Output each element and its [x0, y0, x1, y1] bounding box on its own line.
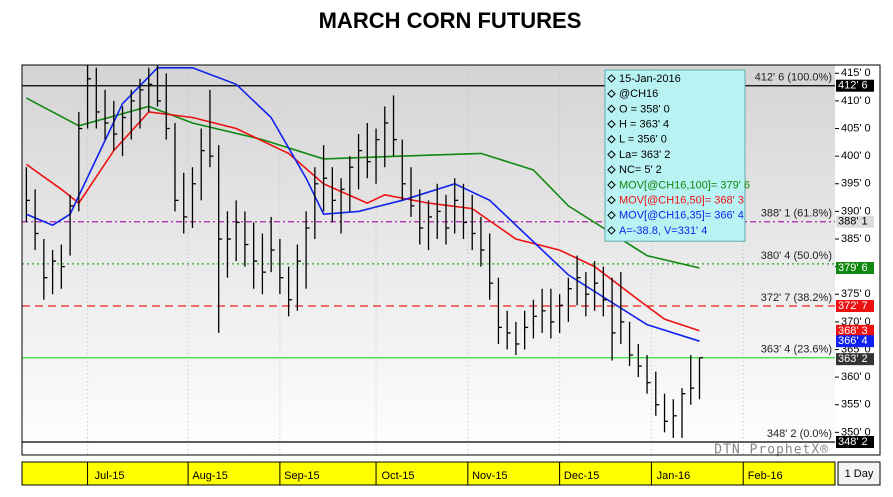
y-tick-label: 405' 0	[841, 122, 871, 134]
frame	[21, 64, 881, 456]
watermark: DTN ProphetX®	[714, 443, 829, 458]
info-line: La= 363' 2	[619, 149, 670, 161]
price-tag-label: 368' 3	[838, 325, 868, 337]
info-line: MOV[@CH16,50]= 368' 3	[619, 195, 744, 207]
info-line: MOV[@CH16,35]= 366' 4	[619, 210, 744, 222]
x-tick-label: Sep-15	[284, 470, 319, 482]
info-icon	[607, 119, 616, 129]
y-tick-label: 400' 0	[841, 150, 871, 162]
price-tag-label: 379' 6	[838, 262, 868, 274]
info-icon	[607, 226, 616, 235]
info-line: @CH16	[619, 88, 658, 100]
price-tag-label: 372' 7	[838, 300, 868, 312]
info-icon	[607, 211, 616, 220]
fib-label: 348' 2 (0.0%)	[767, 428, 832, 440]
info-icon	[607, 195, 616, 205]
fib-label: 388' 1 (61.8%)	[761, 208, 832, 220]
price-tag-label: 363' 2	[838, 353, 868, 365]
y-tick-label: 385' 0	[841, 233, 871, 245]
price-tag-label: 388' 1	[838, 216, 868, 228]
period-label: 1 Day	[845, 468, 874, 480]
info-box	[604, 69, 746, 242]
info-line: 15-Jan-2016	[619, 73, 681, 85]
price-axis	[835, 65, 880, 455]
chart-title: MARCH CORN FUTURES	[319, 8, 582, 33]
info-line: O = 358' 0	[619, 103, 670, 115]
y-tick-label: 410' 0	[841, 95, 871, 107]
fib-label: 363' 4 (23.6%)	[761, 344, 832, 356]
info-icon	[607, 89, 616, 98]
price-tag	[836, 335, 874, 348]
fib-label: 412' 6 (100.0%)	[755, 72, 832, 84]
price-tag	[836, 436, 874, 449]
x-tick-label: Jul-15	[95, 470, 125, 482]
x-tick-label: Oct-15	[382, 470, 415, 482]
y-tick-label: 350' 0	[841, 426, 871, 438]
y-tick-label: 360' 0	[841, 371, 871, 383]
y-tick-label: 375' 0	[841, 288, 871, 300]
period-box	[837, 461, 881, 486]
y-tick-label: 415' 0	[841, 67, 871, 79]
price-tag	[836, 299, 874, 312]
price-tag	[836, 324, 874, 337]
x-tick-label: Jan-16	[657, 470, 691, 482]
price-tag	[836, 79, 874, 92]
price-tag	[836, 353, 874, 366]
fib-label: 372' 7 (38.2%)	[761, 292, 832, 304]
price-tag-label: 366' 4	[838, 335, 868, 347]
y-tick-label: 390' 0	[841, 205, 871, 217]
info-icon	[607, 150, 616, 159]
x-tick-label: Dec-15	[564, 470, 599, 482]
info-icon	[607, 135, 616, 144]
date-bar	[21, 461, 836, 486]
price-tag-label: 412' 6	[838, 80, 868, 92]
fib-label: 380' 4 (50.0%)	[761, 250, 832, 262]
x-tick-label: Feb-16	[748, 470, 783, 482]
info-line: MOV[@CH16,100]= 379' 6	[619, 179, 750, 191]
info-icon	[607, 74, 616, 83]
x-tick-label: Nov-15	[472, 470, 507, 482]
info-icon	[607, 180, 616, 190]
info-line: A=-38.8, V=331' 4	[619, 225, 707, 237]
price-tag	[836, 215, 874, 228]
y-tick-label: 370' 0	[841, 316, 871, 328]
info-icon	[607, 165, 616, 174]
info-icon	[607, 104, 616, 114]
info-line: NC= 5' 2	[619, 164, 662, 176]
x-tick-label: Aug-15	[192, 470, 227, 482]
y-tick-label: 355' 0	[841, 399, 871, 411]
info-line: H = 363' 4	[619, 119, 669, 131]
info-line: L = 356' 0	[619, 134, 667, 146]
price-tag-label: 348' 2	[838, 436, 868, 448]
price-tag	[836, 262, 874, 275]
y-tick-label: 395' 0	[841, 178, 871, 190]
